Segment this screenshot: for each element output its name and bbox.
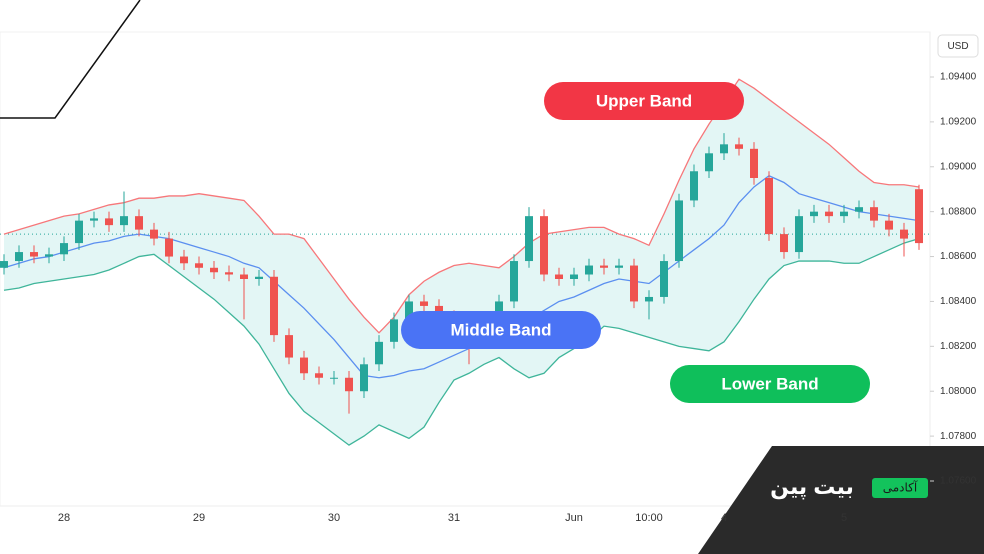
brand-name: بیت پین xyxy=(770,474,854,500)
candle-body xyxy=(240,274,248,279)
candle-body xyxy=(180,256,188,264)
y-tick-label: 1.08400 xyxy=(940,296,977,307)
candle-body xyxy=(165,238,173,257)
candle-body xyxy=(735,144,743,149)
candle-body xyxy=(810,211,818,217)
y-tick-label: 1.09400 xyxy=(940,72,977,83)
candle-body xyxy=(795,216,803,253)
x-tick-label: Jun xyxy=(565,512,583,524)
candle-body xyxy=(45,254,53,257)
y-tick-label: 1.07800 xyxy=(940,431,977,442)
candle-body xyxy=(720,144,728,154)
y-tick-label: 1.08200 xyxy=(940,341,977,352)
candle-body xyxy=(210,267,218,273)
candle-body xyxy=(525,216,533,262)
candle-body xyxy=(825,211,833,217)
decor-line xyxy=(0,0,141,119)
candle-body xyxy=(915,189,923,244)
candle-body xyxy=(645,296,653,302)
candle-body xyxy=(420,301,428,306)
brand-corner xyxy=(698,446,984,554)
candle-body xyxy=(345,377,353,392)
plot-layer xyxy=(0,78,930,446)
candle-body xyxy=(225,272,233,275)
candle-body xyxy=(690,171,698,201)
candle-body xyxy=(660,261,668,297)
candle-body xyxy=(540,216,548,275)
currency-label: USD xyxy=(947,41,968,52)
candle-body xyxy=(870,207,878,221)
band-label: Lower Band xyxy=(721,374,818,393)
candle-body xyxy=(750,148,758,178)
brand-tag: آکادمی xyxy=(883,480,918,495)
candle-body xyxy=(30,252,38,257)
candle-body xyxy=(390,319,398,342)
x-tick-label: 28 xyxy=(58,512,70,524)
candle-body xyxy=(765,177,773,235)
candle-body xyxy=(630,265,638,302)
band-line xyxy=(3,78,920,334)
candle-body xyxy=(150,229,158,239)
candle-body xyxy=(15,252,23,262)
band-area xyxy=(4,79,919,446)
y-tick-label: 1.09000 xyxy=(940,161,977,172)
candle-body xyxy=(375,341,383,365)
candle-body xyxy=(360,364,368,392)
candle-body xyxy=(135,216,143,230)
y-tick-label: 1.08600 xyxy=(940,251,977,262)
band-label-bg xyxy=(401,311,601,349)
band-label-bg xyxy=(670,365,870,403)
candle-body xyxy=(675,200,683,262)
band-line xyxy=(3,237,920,446)
x-tick-label: 10:00 xyxy=(635,512,663,524)
band-label-bg xyxy=(544,82,744,120)
candle-body xyxy=(570,274,578,279)
candle-body xyxy=(900,229,908,239)
candle-body xyxy=(105,218,113,226)
candle-body xyxy=(840,211,848,217)
candle-body xyxy=(585,265,593,275)
candle-body xyxy=(60,243,68,255)
candle-body xyxy=(855,207,863,212)
candle-body xyxy=(300,357,308,374)
candle-body xyxy=(555,274,563,279)
x-tick-label: 30 xyxy=(328,512,340,524)
candle-body xyxy=(120,216,128,226)
currency-box xyxy=(937,34,979,58)
y-tick-label: 1.08800 xyxy=(940,206,977,217)
x-tick-label: 5 xyxy=(841,512,847,524)
band-label: Middle Band xyxy=(450,320,551,339)
y-tick-label: 1.09200 xyxy=(940,117,977,128)
x-tick-label: 4 xyxy=(721,512,727,524)
candle-body xyxy=(600,265,608,268)
band-label: Upper Band xyxy=(596,91,692,110)
y-tick-label: 1.07600 xyxy=(940,476,977,487)
candle-body xyxy=(705,153,713,172)
candle-body xyxy=(0,261,8,268)
y-tick-label: 1.08000 xyxy=(940,386,977,397)
candle-body xyxy=(285,335,293,358)
candle-body xyxy=(405,301,413,320)
candle-body xyxy=(255,276,263,279)
candle-body xyxy=(330,377,338,379)
candle-body xyxy=(615,265,623,268)
candle-body xyxy=(885,220,893,230)
candle-body xyxy=(270,276,278,336)
candle-body xyxy=(510,261,518,302)
candle-body xyxy=(75,220,83,244)
candle-body xyxy=(780,234,788,253)
x-tick-label: 31 xyxy=(448,512,460,524)
candle-body xyxy=(90,218,98,221)
candle-body xyxy=(195,263,203,268)
brand-tag-bg xyxy=(872,478,928,498)
x-tick-label: 29 xyxy=(193,512,205,524)
candle-body xyxy=(315,373,323,378)
